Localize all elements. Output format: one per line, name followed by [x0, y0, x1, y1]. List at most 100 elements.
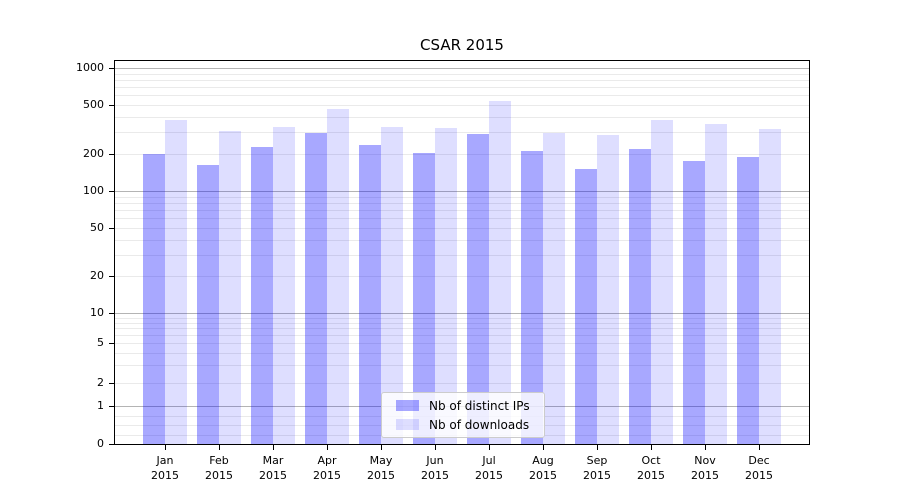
bar-nb-of-downloads-nov — [705, 124, 727, 444]
gridline — [115, 335, 809, 336]
gridline — [115, 80, 809, 81]
y-tick — [109, 383, 114, 384]
gridline — [115, 105, 809, 106]
bar-nb-of-downloads-jun — [435, 128, 457, 444]
gridline — [115, 197, 809, 198]
bar-nb-of-downloads-aug — [543, 133, 565, 444]
gridline — [115, 218, 809, 219]
y-tick-label: 100 — [83, 184, 104, 197]
legend: Nb of distinct IPs Nb of downloads — [381, 392, 545, 438]
bar-nb-of-downloads-dec — [759, 129, 781, 444]
x-tick-label-month: Oct — [641, 454, 661, 467]
legend-label-downloads: Nb of downloads — [429, 417, 530, 432]
x-tick — [219, 445, 220, 450]
gridline — [115, 117, 809, 118]
legend-label-distinct-ips: Nb of distinct IPs — [429, 398, 530, 413]
y-tick-label: 0 — [97, 437, 104, 450]
bar-nb-of-distinct-ips-jan — [143, 154, 165, 444]
y-tick-label: 5 — [97, 336, 104, 349]
x-tick-label: Jun 2015 — [407, 453, 463, 483]
gridline — [115, 328, 809, 329]
gridline — [115, 203, 809, 204]
gridline — [115, 74, 809, 75]
y-tick — [109, 228, 114, 229]
y-tick — [109, 406, 114, 407]
y-tick-label: 10 — [90, 306, 104, 319]
x-tick — [597, 445, 598, 450]
y-tick-label: 20 — [90, 269, 104, 282]
x-tick-label-year: 2015 — [529, 469, 557, 482]
y-tick — [109, 105, 114, 106]
bar-nb-of-distinct-ips-nov — [683, 161, 705, 444]
x-tick-label-year: 2015 — [151, 469, 179, 482]
bar-nb-of-downloads-jan — [165, 120, 187, 444]
x-tick-label: Jul 2015 — [461, 453, 517, 483]
y-tick — [109, 444, 114, 445]
gridline — [115, 318, 809, 319]
x-tick-label-month: Nov — [694, 454, 716, 467]
gridline — [115, 383, 809, 384]
bar-nb-of-distinct-ips-jun — [413, 153, 435, 444]
gridline — [115, 228, 809, 229]
x-tick — [435, 445, 436, 450]
bar-nb-of-distinct-ips-dec — [737, 157, 759, 444]
x-tick-label-month: Feb — [209, 454, 229, 467]
gridline — [115, 132, 809, 133]
x-tick-label-year: 2015 — [205, 469, 233, 482]
x-tick — [381, 445, 382, 450]
legend-swatch-downloads — [396, 419, 419, 430]
bar-nb-of-distinct-ips-jul — [467, 134, 489, 444]
gridline — [115, 95, 809, 96]
bar-nb-of-distinct-ips-sep — [575, 169, 597, 444]
y-tick-label: 50 — [90, 221, 104, 234]
gridline — [115, 210, 809, 211]
x-tick-label: Mar 2015 — [245, 453, 301, 483]
bar-nb-of-downloads-sep — [597, 135, 619, 444]
x-tick-label-month: Mar — [262, 454, 284, 467]
gridline — [115, 353, 809, 354]
x-tick-label-year: 2015 — [367, 469, 395, 482]
bar-nb-of-downloads-apr — [327, 109, 349, 444]
y-tick — [109, 191, 114, 192]
x-tick-label-month: Aug — [532, 454, 554, 467]
x-tick-label: Jan 2015 — [137, 453, 193, 483]
x-tick — [651, 445, 652, 450]
y-tick — [109, 68, 114, 69]
x-tick-label-month: May — [369, 454, 393, 467]
x-tick-label: May 2015 — [353, 453, 409, 483]
x-tick — [273, 445, 274, 450]
x-tick — [705, 445, 706, 450]
y-tick-label: 1 — [97, 399, 104, 412]
x-tick-label-year: 2015 — [259, 469, 287, 482]
gridline — [115, 87, 809, 88]
legend-item-downloads: Nb of downloads — [396, 415, 534, 434]
x-tick-label-month: Sep — [586, 454, 608, 467]
x-tick — [327, 445, 328, 450]
x-tick-label-month: Jul — [482, 454, 496, 467]
legend-swatch-distinct-ips — [396, 400, 419, 411]
y-tick — [109, 276, 114, 277]
gridline — [115, 343, 809, 344]
bar-nb-of-distinct-ips-feb — [197, 165, 219, 444]
x-tick-label-month: Jun — [426, 454, 444, 467]
legend-item-distinct-ips: Nb of distinct IPs — [396, 396, 534, 415]
x-tick-label-year: 2015 — [475, 469, 503, 482]
x-tick-label: Aug 2015 — [515, 453, 571, 483]
bar-nb-of-distinct-ips-apr — [305, 133, 327, 444]
x-tick-label: Nov 2015 — [677, 453, 733, 483]
x-tick-label-month: Jan — [156, 454, 174, 467]
bar-nb-of-distinct-ips-oct — [629, 149, 651, 444]
x-tick-label-year: 2015 — [313, 469, 341, 482]
bar-nb-of-downloads-oct — [651, 120, 673, 444]
y-tick — [109, 313, 114, 314]
chart-title: CSAR 2015 — [420, 36, 504, 54]
gridline — [115, 365, 809, 366]
bar-nb-of-distinct-ips-may — [359, 145, 381, 444]
x-tick — [489, 445, 490, 450]
gridline — [115, 240, 809, 241]
y-tick-label: 500 — [83, 98, 104, 111]
x-tick-label-year: 2015 — [745, 469, 773, 482]
x-tick-label-year: 2015 — [691, 469, 719, 482]
y-tick-label: 200 — [83, 147, 104, 160]
